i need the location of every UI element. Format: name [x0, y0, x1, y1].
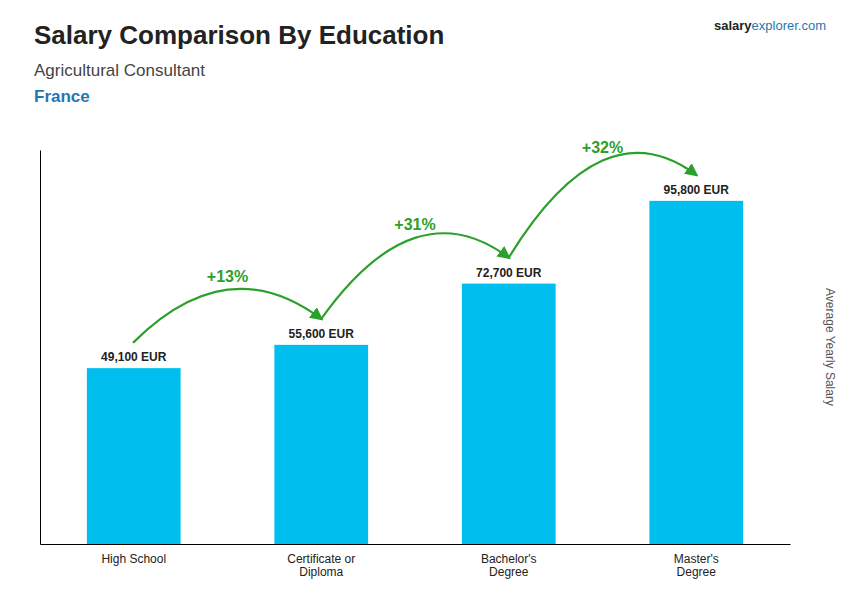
bar [87, 368, 181, 544]
x-tick-label-line: Master's [674, 552, 719, 566]
y-axis-line [40, 151, 41, 545]
change-label: +13% [207, 268, 248, 285]
x-tick-label-line: Certificate or [287, 552, 355, 566]
data-label: 95,800 EUR [664, 183, 730, 197]
x-tick: High School [101, 544, 166, 566]
change-arrows: +13% +31% +32% [134, 139, 697, 343]
data-labels: 49,100 EUR 55,600 EUR 72,700 EUR 95,800 EUR [101, 183, 729, 364]
bars [87, 201, 743, 544]
x-tick: Master'sDegree [674, 544, 719, 579]
bar [649, 201, 743, 544]
chart-root: Salary Comparison By Education Agricultur… [0, 0, 850, 606]
x-tick-label-line: Degree [489, 565, 529, 579]
subtitle: France [34, 87, 90, 106]
x-tick: Bachelor'sDegree [481, 544, 537, 579]
subtitle: Agricultural Consultant [34, 61, 205, 80]
brand: salaryexplorer.com [714, 18, 826, 33]
x-tick-label-line: High School [101, 552, 166, 566]
change-label: +32% [582, 139, 623, 156]
x-tick-label-line: Diploma [299, 565, 343, 579]
brand-part: explorer.com [752, 18, 826, 33]
brand-part: salary [714, 18, 752, 33]
x-tick: Certificate orDiploma [287, 544, 355, 579]
change-arrow [134, 289, 322, 342]
title: Salary Comparison By Education [34, 20, 444, 50]
x-tick-label-line: Bachelor's [481, 552, 537, 566]
x-tick-label-line: Degree [677, 565, 717, 579]
x-tick-label: Master'sDegree [674, 552, 719, 580]
y-axis [40, 151, 41, 545]
bar [462, 284, 556, 544]
bar [274, 345, 368, 544]
x-axis-line [41, 544, 791, 545]
change-label: +31% [394, 216, 435, 233]
data-label: 55,600 EUR [289, 327, 355, 341]
y-axis-title: Average Yearly Salary [823, 288, 837, 406]
x-axis: High School Certificate orDiploma Bachelor… [41, 544, 791, 579]
change-arrow [509, 153, 697, 258]
x-tick-label: High School [101, 552, 166, 566]
x-tick-label: Bachelor'sDegree [481, 552, 537, 580]
data-label: 49,100 EUR [101, 350, 167, 364]
change-arrow [321, 233, 509, 319]
data-label: 72,700 EUR [476, 266, 542, 280]
x-tick-label: Certificate orDiploma [287, 552, 355, 580]
